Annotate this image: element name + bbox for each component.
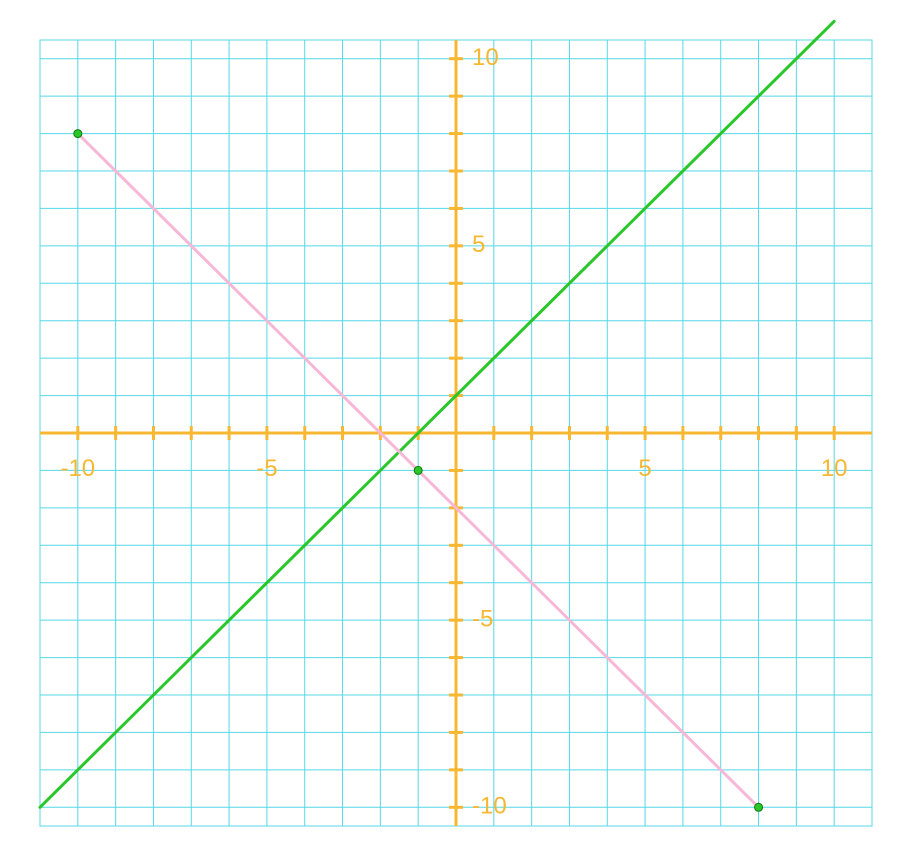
y-tick-label: 10: [472, 44, 499, 71]
y-tick-label: -10: [472, 793, 507, 820]
x-tick-label: 5: [638, 455, 651, 482]
x-tick-label: 10: [821, 455, 848, 482]
y-tick-label: -5: [472, 605, 493, 632]
y-tick-label: 5: [472, 231, 485, 258]
green-line: [40, 21, 834, 807]
point-b: [414, 466, 422, 474]
chart-canvas: -10 -5 5 10 -10 -5 5 10: [0, 0, 912, 866]
axes: -10 -5 5 10 -10 -5 5 10: [40, 40, 872, 826]
x-tick-label: -5: [256, 455, 277, 482]
xy-chart: -10 -5 5 10 -10 -5 5 10: [0, 0, 912, 866]
point-c: [755, 803, 763, 811]
series: [40, 21, 834, 807]
point-a: [74, 130, 82, 138]
x-tick-label: -10: [60, 455, 95, 482]
